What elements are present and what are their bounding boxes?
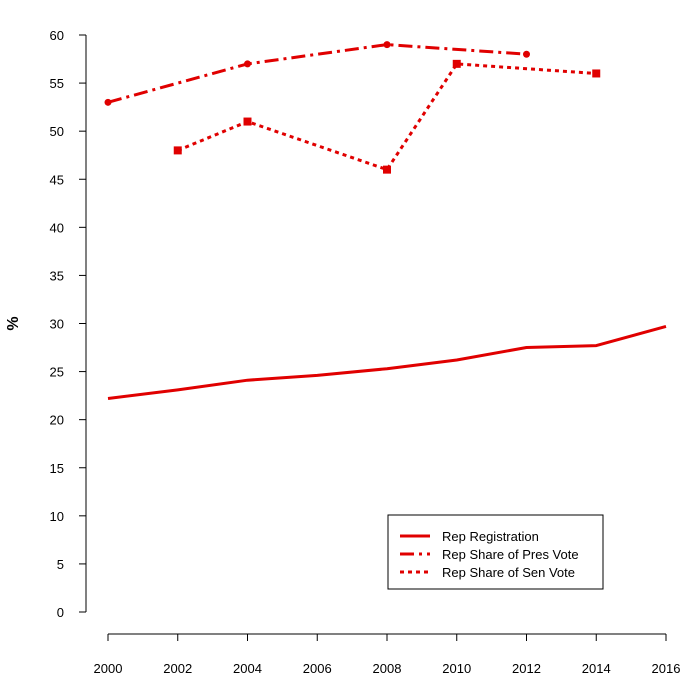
data-point [383,165,391,174]
legend-box [387,514,604,590]
series-line [107,43,527,104]
y-tick-label: 5 [57,557,64,572]
y-tick-label: 45 [50,172,64,187]
data-point [523,50,530,58]
data-point [173,146,182,155]
y-tick-label: 30 [50,317,64,332]
y-axis-label: % [5,316,22,330]
x-tick-label: 2012 [512,661,541,676]
x-tick-label: 2000 [94,661,123,676]
y-tick-label: 25 [50,365,64,380]
y-tick-label: 0 [57,605,64,620]
x-tick-label: 2014 [582,661,611,676]
y-tick-label: 10 [50,509,64,524]
x-tick-label: 2004 [233,661,262,676]
legend-label: Rep Registration [442,529,539,544]
x-tick-label: 2010 [442,661,471,676]
series-2 [173,59,601,174]
legend-label: Rep Share of Pres Vote [442,547,579,562]
y-axis: 0 5 10 15 20 25 30 35 40 45 50 55 60 [50,28,87,620]
y-tick-label: 15 [50,461,64,476]
data-point [383,41,391,49]
x-axis: 2000 2002 2004 2006 2008 2010 2012 2014 2016 [94,633,681,676]
data-point [592,69,601,78]
series-line [107,324,667,400]
y-tick-label: 55 [50,76,64,91]
series-layer [104,41,667,400]
x-tick-label: 2006 [303,661,332,676]
y-tick-label: 35 [50,268,64,283]
x-tick-label: 2008 [373,661,402,676]
series-1 [104,41,530,106]
data-point [104,98,112,106]
series-line [177,62,597,172]
legend: Rep Registration Rep Share of Pres Vote Re… [387,514,604,590]
legend-label: Rep Share of Sen Vote [442,565,575,580]
x-tick-label: 2002 [163,661,192,676]
data-point [244,60,251,68]
data-point [452,59,461,68]
y-tick-label: 60 [50,28,64,43]
series-0 [107,324,667,400]
x-tick-label: 2016 [652,661,681,676]
y-tick-label: 20 [50,413,64,428]
y-tick-label: 40 [50,220,64,235]
data-point [243,117,252,126]
y-tick-label: 50 [50,124,64,139]
